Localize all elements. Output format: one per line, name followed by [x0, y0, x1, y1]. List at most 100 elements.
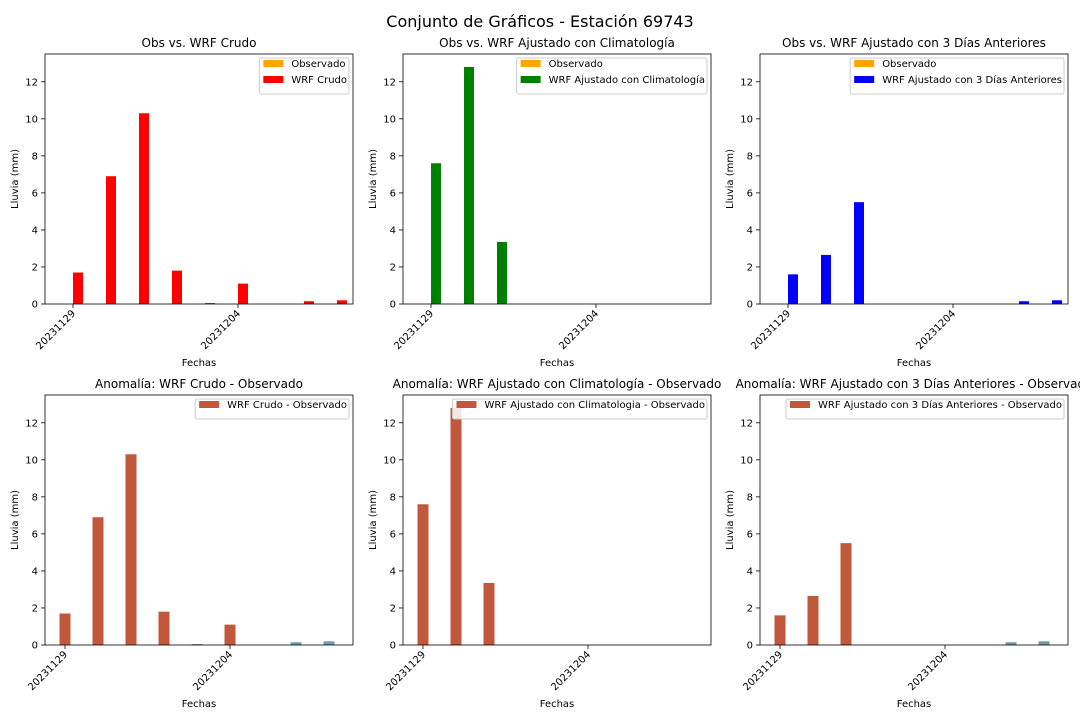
bar	[191, 644, 203, 645]
bar	[158, 611, 170, 645]
subplot-title: Obs vs. WRF Ajustado con 3 Días Anterior…	[782, 36, 1046, 50]
x-tick-label: 20231204	[549, 649, 593, 693]
bar	[840, 543, 852, 645]
subplot-title: Obs vs. WRF Ajustado con Climatología	[439, 36, 675, 50]
y-tick-label: 0	[747, 300, 753, 311]
bar	[483, 582, 495, 645]
legend-frame	[451, 398, 708, 420]
y-tick-label: 12	[25, 418, 38, 429]
legend-frame	[785, 398, 1065, 420]
y-tick-label: 6	[32, 529, 38, 540]
bar	[73, 272, 83, 304]
legend-swatch	[854, 76, 875, 83]
y-tick-label: 10	[25, 455, 38, 466]
axes-frame	[759, 394, 1069, 646]
bar	[807, 595, 819, 645]
y-tick-label: 0	[32, 300, 38, 311]
y-tick-label: 4	[32, 225, 38, 236]
axes-frame	[402, 53, 712, 305]
x-axis-label: Fechas	[540, 358, 575, 369]
bar	[238, 283, 248, 304]
legend-swatch	[263, 60, 284, 67]
y-tick-label: 12	[383, 77, 396, 88]
axes-frame	[402, 394, 712, 646]
bar	[1005, 642, 1017, 645]
bar	[1038, 641, 1050, 645]
bar	[224, 624, 236, 645]
legend-frame	[849, 57, 1065, 95]
y-axis-label: Lluvia (mm)	[10, 490, 21, 550]
legend-label: Observado	[291, 59, 345, 70]
x-tick-label: 20231129	[384, 649, 428, 693]
y-tick-label: 2	[747, 603, 753, 614]
y-axis-label: Lluvia (mm)	[368, 490, 379, 550]
bar	[417, 504, 429, 645]
bar	[821, 254, 831, 304]
y-tick-label: 10	[740, 114, 753, 125]
legend-label: Observado	[549, 59, 603, 70]
y-tick-label: 4	[747, 566, 753, 577]
bar	[450, 407, 462, 645]
y-tick-label: 12	[740, 418, 753, 429]
subplot-title: Anomalía: WRF Ajustado con 3 Días Anteri…	[736, 377, 1080, 391]
subplot-1: Obs vs. WRF Crudo 0 2 4 6 8 10 12 20231129 202312…	[10, 36, 354, 369]
bar	[788, 274, 798, 304]
legend-swatch	[790, 401, 811, 408]
legend: WRF Crudo - Observado	[194, 398, 350, 420]
bar	[139, 113, 149, 304]
legend-label: Observado	[882, 59, 936, 70]
legend-swatch	[520, 76, 541, 83]
figure-title: Conjunto de Gráficos - Estación 69743	[386, 12, 693, 31]
bar	[464, 66, 474, 305]
legend-swatch	[456, 401, 477, 408]
bar	[431, 163, 441, 304]
x-tick-label: 20231204	[191, 649, 235, 693]
legend-label: WRF Crudo - Observado	[227, 400, 347, 411]
y-tick-label: 2	[32, 603, 38, 614]
bar	[172, 270, 182, 304]
subplot-6: Anomalía: WRF Ajustado con 3 Días Anteri…	[725, 377, 1080, 710]
legend: WRF Ajustado con 3 Días Anteriores - Obs…	[785, 398, 1065, 420]
x-tick-label: 20231129	[392, 308, 436, 352]
y-tick-label: 8	[747, 151, 753, 162]
y-tick-label: 12	[383, 418, 396, 429]
y-tick-label: 8	[32, 151, 38, 162]
series-1	[417, 407, 495, 645]
y-tick-label: 8	[747, 492, 753, 503]
legend-label: WRF Ajustado con 3 Días Anteriores - Obs…	[818, 399, 1062, 411]
y-tick-label: 6	[747, 188, 753, 199]
y-tick-label: 2	[390, 603, 396, 614]
legend: Observado WRF Crudo	[258, 57, 350, 95]
y-tick-label: 10	[383, 455, 396, 466]
legend-frame	[516, 57, 708, 95]
y-tick-label: 10	[383, 114, 396, 125]
bar	[59, 613, 71, 645]
legend-label: WRF Ajustado con Climatología	[549, 74, 705, 86]
subplot-3: Obs vs. WRF Ajustado con 3 Días Anterior…	[725, 36, 1069, 369]
x-tick-label: 20231129	[741, 649, 785, 693]
bar	[106, 176, 116, 304]
y-tick-label: 2	[390, 262, 396, 273]
legend: WRF Ajustado con Climatologia - Observad…	[451, 398, 708, 420]
y-tick-label: 10	[25, 114, 38, 125]
subplot-2: Obs vs. WRF Ajustado con Climatología 0 2 4…	[368, 36, 712, 369]
y-tick-label: 4	[747, 225, 753, 236]
x-tick-label: 20231129	[26, 649, 70, 693]
subplot-5: Anomalía: WRF Ajustado con Climatología …	[368, 377, 721, 710]
x-tick-label: 20231204	[199, 308, 243, 352]
legend: Observado WRF Ajustado con 3 Días Anterio…	[849, 57, 1065, 95]
series-2	[73, 113, 347, 304]
x-tick-label: 20231204	[557, 308, 601, 352]
y-tick-label: 12	[740, 77, 753, 88]
series-2	[431, 66, 507, 305]
legend-label: WRF Ajustado con Climatologia - Observad…	[484, 400, 705, 411]
legend-swatch	[199, 401, 220, 408]
y-tick-label: 0	[32, 641, 38, 652]
y-tick-label: 0	[747, 641, 753, 652]
bar	[1052, 300, 1062, 304]
bar	[497, 241, 507, 304]
y-tick-label: 4	[390, 566, 396, 577]
legend-label: WRF Crudo	[291, 75, 347, 86]
x-tick-label: 20231204	[914, 308, 958, 352]
x-tick-label: 20231129	[749, 308, 793, 352]
